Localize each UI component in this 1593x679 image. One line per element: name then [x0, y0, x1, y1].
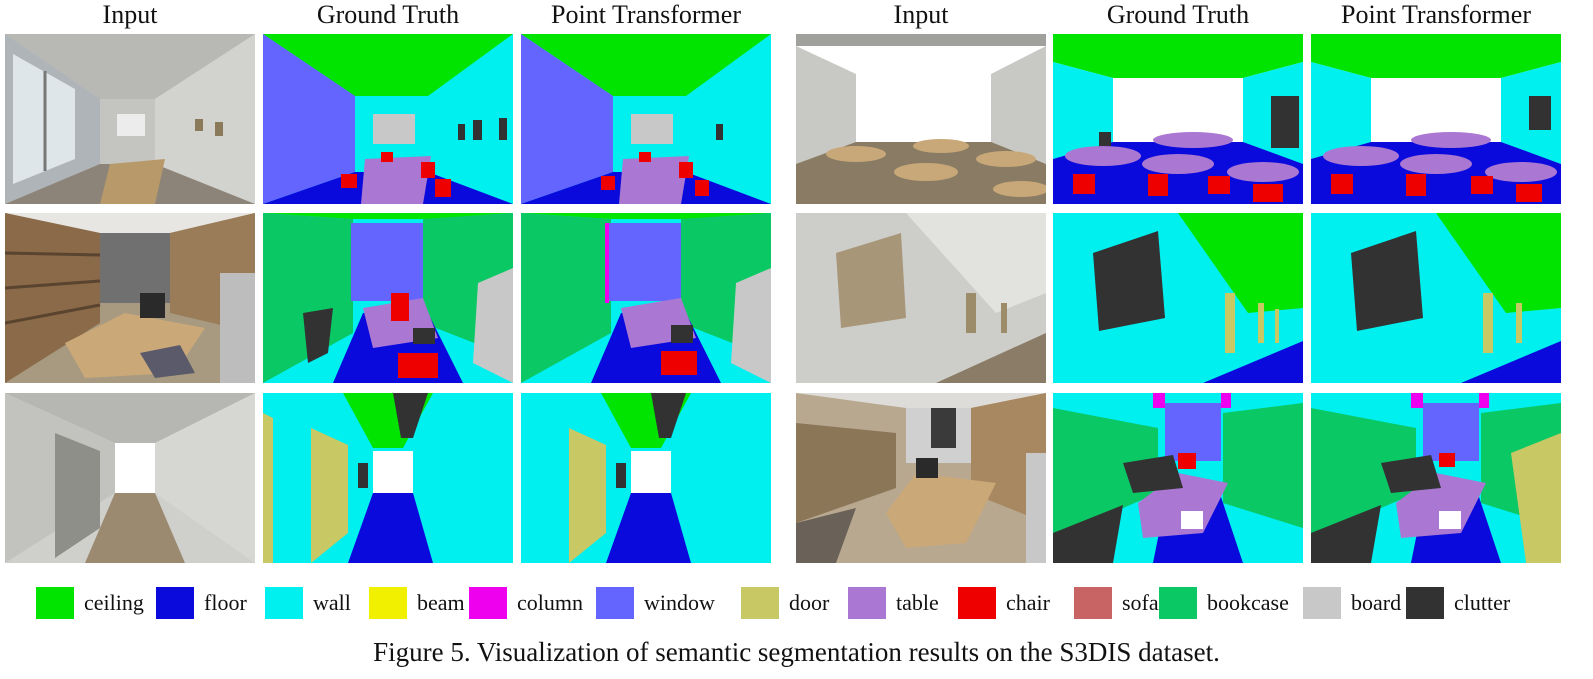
legend-label-chair: chair: [1006, 590, 1050, 615]
legend-label-sofa: sofa: [1122, 590, 1159, 615]
panel-r2-prediction-library: [521, 213, 771, 383]
legend-swatch-bookcase: [1159, 587, 1197, 619]
legend-label-beam: beam: [417, 590, 465, 615]
panel-r3-input-office-shelves: [796, 393, 1046, 563]
legend-label-window: window: [644, 590, 715, 615]
panel-r3-prediction-hallway: [521, 393, 771, 563]
panel-r2-prediction-corridor: [1311, 213, 1561, 383]
legend-label-board: board: [1351, 590, 1402, 615]
column-title-ground-truth-right: Ground Truth: [1106, 0, 1250, 29]
panel-r2-ground-truth-corridor: [1053, 213, 1303, 383]
legend-label-clutter: clutter: [1454, 590, 1511, 615]
legend-label-door: door: [789, 590, 830, 615]
legend-swatch-floor: [156, 587, 194, 619]
legend-label-table: table: [896, 590, 939, 615]
class-legend: ceiling floor wall beam column window door tabl…: [36, 586, 1576, 620]
column-title-point-transformer-right: Point Transformer: [1341, 0, 1531, 29]
legend-swatch-wall: [265, 587, 303, 619]
legend-swatch-board: [1303, 587, 1341, 619]
figure-caption: Figure 5. Visualization of semantic segm…: [373, 637, 1220, 667]
column-title-ground-truth-left: Ground Truth: [316, 0, 460, 29]
legend-label-column: column: [517, 590, 583, 615]
legend-swatch-beam: [369, 587, 407, 619]
panel-r3-input-hallway: [5, 393, 255, 563]
panel-r1-prediction-office: [521, 34, 771, 204]
legend-swatch-clutter: [1406, 587, 1444, 619]
panel-r1-input-classroom: [796, 34, 1046, 204]
legend-label-floor: floor: [204, 590, 247, 615]
legend-label-ceiling: ceiling: [84, 590, 144, 615]
legend-swatch-window: [596, 587, 634, 619]
column-title-point-transformer-left: Point Transformer: [551, 0, 741, 29]
legend-swatch-door: [741, 587, 779, 619]
legend-swatch-chair: [958, 587, 996, 619]
panel-r2-input-corridor: [796, 213, 1046, 383]
legend-swatch-table: [848, 587, 886, 619]
legend-swatch-column: [469, 587, 507, 619]
legend-swatch-ceiling: [36, 587, 74, 619]
panel-r3-ground-truth-hallway: [263, 393, 513, 563]
panel-r3-ground-truth-office-shelves: [1053, 393, 1303, 563]
legend-swatch-sofa: [1074, 587, 1112, 619]
column-title-input-left: Input: [102, 0, 158, 29]
panel-r3-prediction-office-shelves: [1311, 393, 1561, 563]
legend-label-bookcase: bookcase: [1207, 590, 1289, 615]
panel-r1-ground-truth-classroom: [1053, 34, 1303, 204]
panel-r1-ground-truth-office: [263, 34, 513, 204]
column-title-input-right: Input: [893, 0, 949, 29]
panel-r2-input-library: [5, 213, 255, 383]
legend-label-wall: wall: [313, 590, 351, 615]
panel-r1-prediction-classroom: [1311, 34, 1561, 204]
panel-r1-input-office: [5, 34, 255, 204]
panel-r2-ground-truth-library: [263, 213, 513, 383]
